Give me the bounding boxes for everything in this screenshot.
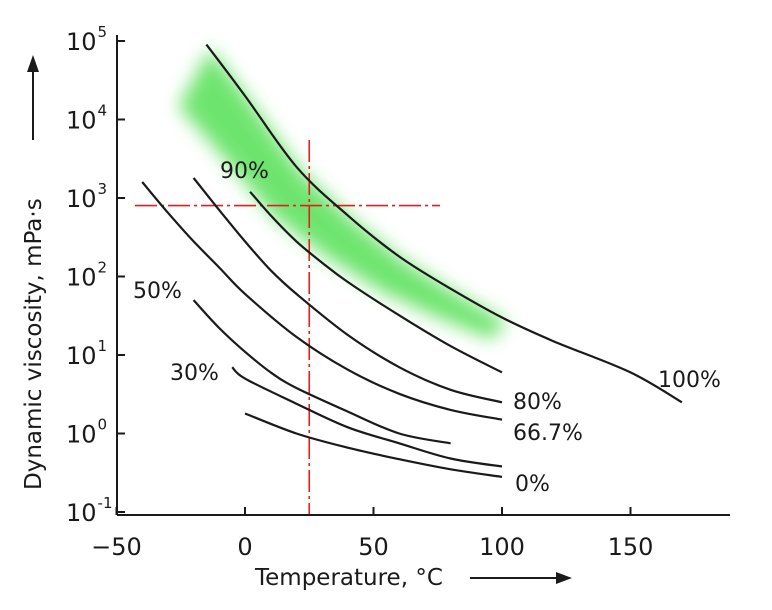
shaded-band-area xyxy=(178,48,507,340)
curves xyxy=(141,43,683,478)
curve-50pct xyxy=(192,299,451,445)
axes: −50 0 50 100 150 10-1 100 101 102 103 104 105 xyxy=(66,23,730,561)
curve-90pct xyxy=(249,191,503,374)
y-tick-label: 101 xyxy=(66,337,107,370)
series-label: 30% xyxy=(170,361,219,386)
axis-titles: Temperature, °C Dynamic viscosity, mPa·s xyxy=(21,55,572,591)
x-tick-label: 50 xyxy=(358,533,389,561)
series-label: 100% xyxy=(658,368,721,393)
x-tick-label: 150 xyxy=(608,533,654,561)
shaded-band xyxy=(178,48,507,340)
y-tick-label: 100 xyxy=(66,416,107,449)
curve-30pct xyxy=(231,366,503,468)
series-label: 66.7% xyxy=(513,421,583,446)
x-tick-label: 100 xyxy=(479,533,525,561)
curve-80pct xyxy=(192,177,503,404)
series-label: 80% xyxy=(513,390,562,415)
y-axis-title: Dynamic viscosity, mPa·s xyxy=(21,198,47,490)
y-tick-label: 103 xyxy=(66,180,107,213)
y-tick-label: 102 xyxy=(66,259,107,292)
y-tick-label: 104 xyxy=(66,102,107,135)
series-label: 0% xyxy=(515,472,550,497)
x-axis-title: Temperature, °C xyxy=(254,565,443,591)
curve-66-7pct xyxy=(141,181,503,421)
x-axis-arrow-head xyxy=(556,572,572,584)
series-label: 50% xyxy=(133,279,182,304)
y-axis-arrow-head xyxy=(27,55,39,72)
y-tick-label: 105 xyxy=(66,23,107,56)
series-label: 90% xyxy=(220,159,269,184)
y-tick-label: 10-1 xyxy=(66,494,113,527)
x-tick-label: −50 xyxy=(91,533,142,561)
curve-0pct xyxy=(244,412,503,478)
series-labels: 100% 90% 80% 66.7% 50% 30% 0% xyxy=(133,159,721,497)
curve-100pct xyxy=(205,43,683,404)
x-tick-label: 0 xyxy=(237,533,252,561)
reference-lines xyxy=(135,140,440,515)
